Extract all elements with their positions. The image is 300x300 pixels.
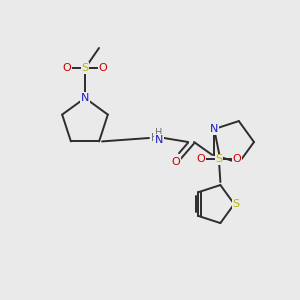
Text: N: N xyxy=(155,135,163,145)
Text: N: N xyxy=(210,124,218,134)
Text: S: S xyxy=(232,199,240,209)
Text: O: O xyxy=(233,154,242,164)
Text: O: O xyxy=(99,63,107,73)
Text: O: O xyxy=(197,154,206,164)
Text: O: O xyxy=(172,157,180,167)
Text: H: H xyxy=(155,128,163,138)
Text: H: H xyxy=(151,133,159,143)
Text: N: N xyxy=(81,93,89,103)
Text: S: S xyxy=(81,63,88,73)
Text: S: S xyxy=(216,154,223,164)
Text: O: O xyxy=(63,63,71,73)
